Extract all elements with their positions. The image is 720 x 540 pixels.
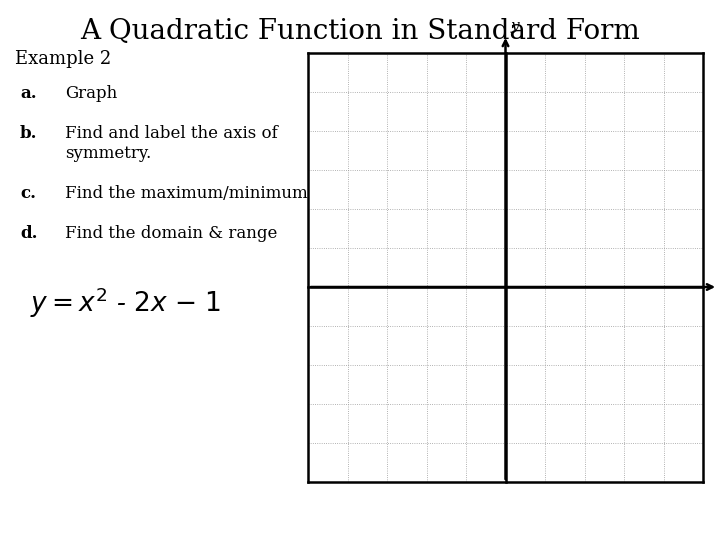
Text: Example 2: Example 2 [15, 50, 112, 68]
Text: Graph: Graph [65, 85, 117, 102]
Text: Find the domain & range: Find the domain & range [65, 225, 277, 242]
Text: y: y [510, 19, 519, 33]
Text: Find the maximum/minimum: Find the maximum/minimum [65, 185, 307, 202]
Text: c.: c. [20, 185, 36, 202]
Text: d.: d. [20, 225, 37, 242]
Text: $y = x^2$ - $2x$ $-$ $1$: $y = x^2$ - $2x$ $-$ $1$ [30, 285, 221, 320]
Text: Find and label the axis of
symmetry.: Find and label the axis of symmetry. [65, 125, 278, 161]
Text: b.: b. [20, 125, 37, 142]
Text: A Quadratic Function in Standard Form: A Quadratic Function in Standard Form [80, 18, 640, 45]
Text: a.: a. [20, 85, 37, 102]
